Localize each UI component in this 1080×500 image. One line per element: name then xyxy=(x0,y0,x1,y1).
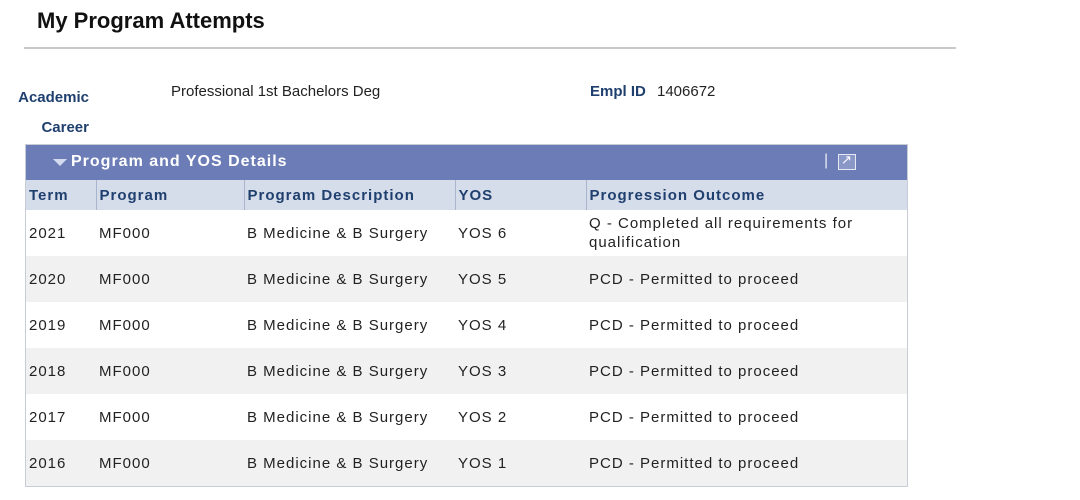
academic-career-label: Academic Career xyxy=(18,89,89,136)
cell-program: MF000 xyxy=(96,440,244,486)
col-header-term[interactable]: Term xyxy=(26,180,96,210)
col-header-progression-outcome[interactable]: Progression Outcome xyxy=(585,180,907,210)
cell-program: MF000 xyxy=(96,348,244,394)
cell-program-description: B Medicine & B Surgery xyxy=(244,394,455,440)
cell-term: 2016 xyxy=(26,440,96,486)
table-row: 2020 MF000 B Medicine & B Surgery YOS 5 PCD … xyxy=(26,256,907,302)
cell-progression-outcome: Q - Completed all requirements for quali… xyxy=(586,210,907,256)
cell-progression-outcome: PCD - Permitted to proceed xyxy=(586,440,907,486)
grid-header: Program and YOS Details | xyxy=(26,145,907,180)
cell-term: 2017 xyxy=(26,394,96,440)
grid-title: Program and YOS Details xyxy=(71,153,288,170)
header-separator: | xyxy=(824,152,829,169)
program-table: Term Program Program Description YOS Pro… xyxy=(26,180,907,486)
program-yos-grid: Program and YOS Details | Term Program P… xyxy=(25,144,908,487)
academic-career-value: Professional 1st Bachelors Deg xyxy=(171,83,381,100)
table-header-row: Term Program Program Description YOS Pro… xyxy=(26,180,907,210)
cell-progression-outcome: PCD - Permitted to proceed xyxy=(586,256,907,302)
cell-yos: YOS 1 xyxy=(455,440,586,486)
table-row: 2019 MF000 B Medicine & B Surgery YOS 4 PCD … xyxy=(26,302,907,348)
empl-id-value: 1406672 xyxy=(657,83,716,100)
table-row: 2016 MF000 B Medicine & B Surgery YOS 1 PCD … xyxy=(26,440,907,486)
cell-term: 2018 xyxy=(26,348,96,394)
cell-program-description: B Medicine & B Surgery xyxy=(244,210,455,256)
col-header-yos[interactable]: YOS xyxy=(454,180,586,210)
col-header-program-description[interactable]: Program Description xyxy=(243,180,455,210)
cell-yos: YOS 2 xyxy=(455,394,586,440)
cell-term: 2020 xyxy=(26,256,96,302)
cell-progression-outcome: PCD - Permitted to proceed xyxy=(586,394,907,440)
cell-yos: YOS 5 xyxy=(455,256,586,302)
cell-term: 2021 xyxy=(26,210,96,256)
cell-program: MF000 xyxy=(96,394,244,440)
cell-term: 2019 xyxy=(26,302,96,348)
cell-program-description: B Medicine & B Surgery xyxy=(244,302,455,348)
cell-yos: YOS 6 xyxy=(455,210,586,256)
cell-progression-outcome: PCD - Permitted to proceed xyxy=(586,302,907,348)
cell-progression-outcome: PCD - Permitted to proceed xyxy=(586,348,907,394)
cell-yos: YOS 3 xyxy=(455,348,586,394)
cell-program: MF000 xyxy=(96,210,244,256)
cell-program-description: B Medicine & B Surgery xyxy=(244,348,455,394)
table-row: 2018 MF000 B Medicine & B Surgery YOS 3 PCD … xyxy=(26,348,907,394)
caret-down-icon[interactable] xyxy=(53,159,67,166)
cell-program-description: B Medicine & B Surgery xyxy=(244,440,455,486)
cell-program: MF000 xyxy=(96,302,244,348)
table-row: 2017 MF000 B Medicine & B Surgery YOS 2 PCD … xyxy=(26,394,907,440)
cell-program-description: B Medicine & B Surgery xyxy=(244,256,455,302)
col-header-program[interactable]: Program xyxy=(95,180,244,210)
cell-program: MF000 xyxy=(96,256,244,302)
title-divider xyxy=(24,47,956,49)
page-title: My Program Attempts xyxy=(37,8,265,33)
popout-icon[interactable] xyxy=(838,152,856,170)
cell-yos: YOS 4 xyxy=(455,302,586,348)
empl-id-label: Empl ID xyxy=(590,83,646,100)
